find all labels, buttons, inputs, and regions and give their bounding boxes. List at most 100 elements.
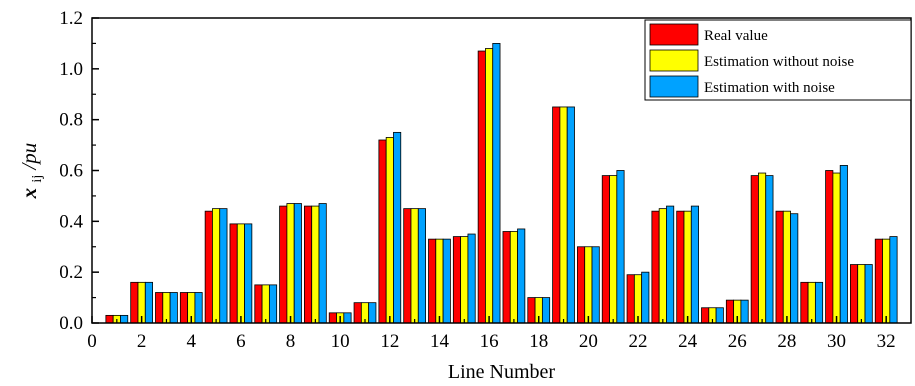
bar-line-29-series-2 [807, 281, 816, 324]
bar-line-9-series-3 [318, 203, 327, 324]
bar-line-12-series-1 [378, 139, 387, 324]
legend: Real value Estimation without noise Estima… [644, 19, 912, 101]
x-tick-label: 2 [137, 331, 147, 352]
bar-line-4-series-1 [179, 292, 189, 324]
bar-line-32-series-3 [889, 236, 898, 324]
bar-line-32-series-2 [882, 238, 891, 324]
legend-label: Estimation without noise [704, 54, 854, 70]
x-axis-title: Line Number [448, 361, 556, 383]
bar-line-6-series-2 [236, 223, 245, 324]
bar-line-31-series-3 [864, 264, 873, 324]
bar-line-5-series-3 [219, 208, 228, 324]
y-axis-title: x ij /pu [17, 143, 46, 200]
bar-line-3-series-2 [162, 292, 171, 324]
x-tick-label: 0 [87, 331, 97, 352]
bar-line-7-series-1 [254, 284, 263, 324]
bar-line-28-series-2 [782, 210, 791, 324]
y-tick-label: 0.8 [59, 110, 83, 131]
bar-line-6-series-3 [244, 223, 253, 324]
bar-line-17-series-3 [517, 228, 526, 324]
bar-line-18-series-3 [541, 297, 551, 324]
bar-line-7-series-2 [261, 284, 270, 324]
legend-label: Real value [704, 28, 768, 44]
y-tick-label: 0.2 [59, 262, 83, 283]
bar-line-17-series-1 [502, 231, 511, 324]
bar-line-17-series-2 [509, 231, 518, 324]
bar-line-20-series-1 [577, 246, 586, 324]
bar-line-11-series-3 [368, 302, 377, 324]
bar-line-13-series-3 [417, 208, 426, 324]
bar-line-23-series-1 [651, 210, 660, 324]
bar-line-19-series-1 [552, 106, 561, 324]
bar-line-12-series-3 [393, 131, 402, 324]
y-tick-label: 1.0 [59, 59, 83, 80]
bar-line-26-series-3 [740, 299, 749, 324]
legend-swatch [649, 49, 699, 72]
bar-line-13-series-2 [410, 208, 419, 324]
y-axis-title-var: x [17, 188, 41, 200]
bar-line-7-series-3 [268, 284, 278, 324]
y-tick-label: 0.4 [59, 211, 83, 232]
bar-line-4-series-3 [194, 292, 203, 324]
bar-line-19-series-3 [566, 106, 575, 324]
bar-line-12-series-2 [385, 137, 394, 324]
bar-line-29-series-1 [800, 281, 809, 324]
bar-line-9-series-1 [304, 205, 313, 324]
bar-line-26-series-1 [725, 299, 735, 324]
bar-line-21-series-2 [609, 175, 618, 324]
bar-line-16-series-1 [477, 50, 486, 324]
bar-line-6-series-1 [229, 223, 238, 324]
bar-line-9-series-2 [311, 205, 320, 324]
bar-line-5-series-2 [212, 208, 221, 324]
bar-line-10-series-3 [343, 312, 352, 324]
bar-line-8-series-2 [286, 203, 295, 324]
legend-swatch [649, 75, 699, 98]
bar-line-27-series-3 [765, 175, 774, 324]
x-tick-label: 4 [187, 331, 197, 352]
bar-line-3-series-3 [169, 292, 178, 324]
bar-line-1-series-1 [105, 314, 114, 324]
bar-line-22-series-1 [626, 274, 635, 324]
bar-line-20-series-2 [584, 246, 593, 324]
bar-line-22-series-3 [641, 271, 650, 324]
bar-line-2-series-3 [144, 281, 153, 324]
bar-line-2-series-1 [130, 281, 139, 324]
bar-line-21-series-1 [601, 175, 610, 324]
bar-line-21-series-3 [616, 170, 625, 324]
y-axis-title-unit: /pu [17, 143, 41, 171]
bar-line-1-series-3 [120, 314, 129, 324]
bar-line-32-series-1 [874, 238, 883, 324]
bar-line-19-series-2 [559, 106, 568, 324]
bar-line-30-series-3 [839, 165, 848, 324]
bar-line-14-series-3 [442, 238, 451, 324]
x-tick-label: 6 [236, 331, 246, 352]
bar-line-27-series-2 [758, 172, 767, 324]
bar-line-3-series-1 [155, 292, 164, 324]
bar-line-27-series-1 [750, 175, 759, 324]
bar-line-20-series-3 [591, 246, 600, 324]
bar-line-14-series-2 [435, 238, 444, 324]
x-tick-label: 30 [827, 331, 846, 352]
bar-line-13-series-1 [403, 208, 412, 324]
x-tick-label: 22 [629, 331, 648, 352]
bar-line-15-series-1 [452, 236, 462, 324]
x-tick-label: 12 [380, 331, 399, 352]
bar-line-10-series-1 [328, 312, 337, 324]
bar-line-30-series-1 [825, 170, 834, 324]
bar-line-8-series-1 [279, 205, 288, 324]
bar-line-14-series-1 [428, 238, 437, 324]
bar-line-11-series-1 [353, 302, 362, 324]
x-tick-label: 28 [777, 331, 796, 352]
bar-line-24-series-1 [676, 210, 685, 324]
bars-layer [105, 43, 898, 324]
x-tick-label: 24 [678, 331, 698, 352]
bar-line-16-series-2 [485, 48, 494, 324]
bar-line-31-series-1 [850, 264, 859, 324]
x-tick-label: 20 [579, 331, 598, 352]
x-tick-label: 10 [331, 331, 350, 352]
x-tick-label: 14 [430, 331, 450, 352]
x-tick-label: 8 [286, 331, 296, 352]
bar-line-31-series-2 [857, 264, 866, 324]
bar-line-25-series-3 [715, 307, 724, 324]
